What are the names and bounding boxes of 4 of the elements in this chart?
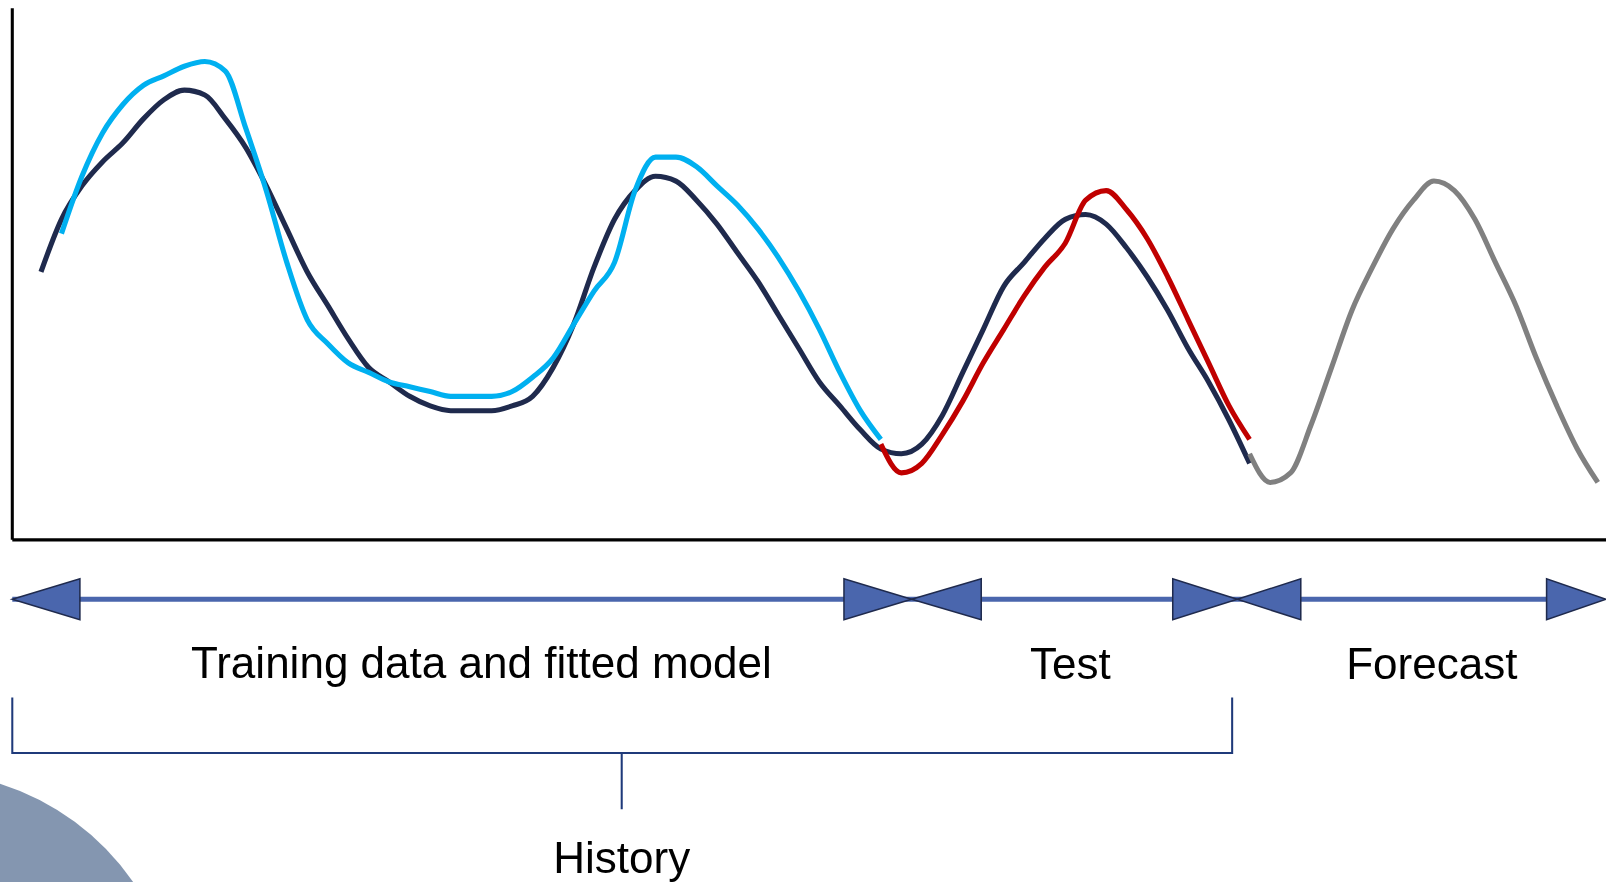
text: Training data and fitted model [190, 638, 772, 688]
text: Test [1029, 639, 1111, 689]
text: History [553, 832, 691, 882]
text: Forecast [1346, 639, 1518, 689]
